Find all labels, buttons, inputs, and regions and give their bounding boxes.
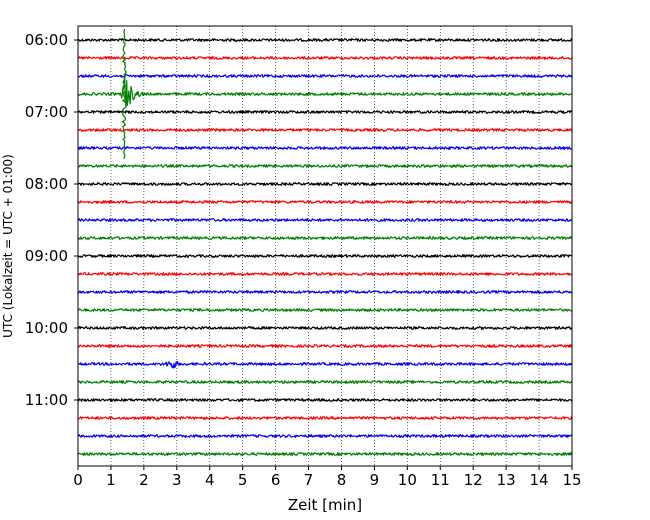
trace-0900: [77, 254, 573, 258]
trace-0600: [77, 38, 573, 42]
trace-0630: [77, 74, 573, 78]
trace-0800: [77, 182, 573, 186]
x-tick-label: 11: [431, 471, 450, 489]
y-axis-label: UTC (Lokalzeit = UTC + 01:00): [1, 154, 15, 338]
trace-0745: [77, 164, 573, 168]
x-tick-label: 6: [271, 471, 281, 489]
x-axis-label: Zeit [min]: [288, 496, 362, 514]
trace-0645: [77, 73, 573, 108]
trace-0830: [77, 218, 573, 222]
trace-1115: [77, 416, 573, 420]
x-tick-label: 10: [398, 471, 417, 489]
y-tick-label: 08:00: [25, 175, 68, 193]
x-tick-label: 1: [106, 471, 116, 489]
y-tick-label: 09:00: [25, 247, 68, 265]
x-tick-label: 7: [304, 471, 314, 489]
x-tick-label: 8: [337, 471, 347, 489]
x-tick-label: 5: [238, 471, 248, 489]
trace-0815: [77, 200, 573, 204]
x-tick-label: 0: [73, 471, 83, 489]
trace-1030: [77, 360, 573, 369]
y-tick-label: 07:00: [25, 103, 68, 121]
plot-frame: [77, 25, 573, 467]
trace-1130: [77, 434, 573, 438]
x-tick-label: 3: [172, 471, 182, 489]
trace-1145: [77, 452, 573, 456]
trace-0700: [77, 110, 573, 114]
y-tick-label: 06:00: [25, 31, 68, 49]
traces: [77, 28, 573, 456]
trace-1015: [77, 344, 573, 348]
trace-0930: [77, 290, 573, 294]
x-tick-label: 15: [562, 471, 581, 489]
trace-0845: [77, 236, 573, 240]
x-tick-label: 13: [497, 471, 516, 489]
trace-1100: [77, 398, 573, 402]
event-spike: [121, 28, 128, 160]
trace-1000: [77, 326, 573, 330]
y-tick-label: 11:00: [25, 391, 68, 409]
x-tick-label: 12: [464, 471, 483, 489]
y-ticks: 06:00 07:00 08:00 09:00 10:00 11:00: [25, 31, 78, 409]
x-tick-label: 4: [205, 471, 215, 489]
trace-0715: [77, 128, 573, 132]
trace-0945: [78, 308, 573, 312]
trace-0615: [77, 56, 573, 60]
x-tick-label: 2: [139, 471, 149, 489]
y-tick-label: 10:00: [25, 319, 68, 337]
trace-0915: [77, 272, 573, 276]
trace-1045: [77, 380, 573, 384]
x-ticks: 0 1 2 3 4 5 6 7 8 9 10 11 12 13 14 15: [73, 466, 582, 489]
x-tick-label: 14: [530, 471, 549, 489]
x-tick-label: 9: [370, 471, 380, 489]
trace-0730: [77, 146, 573, 150]
